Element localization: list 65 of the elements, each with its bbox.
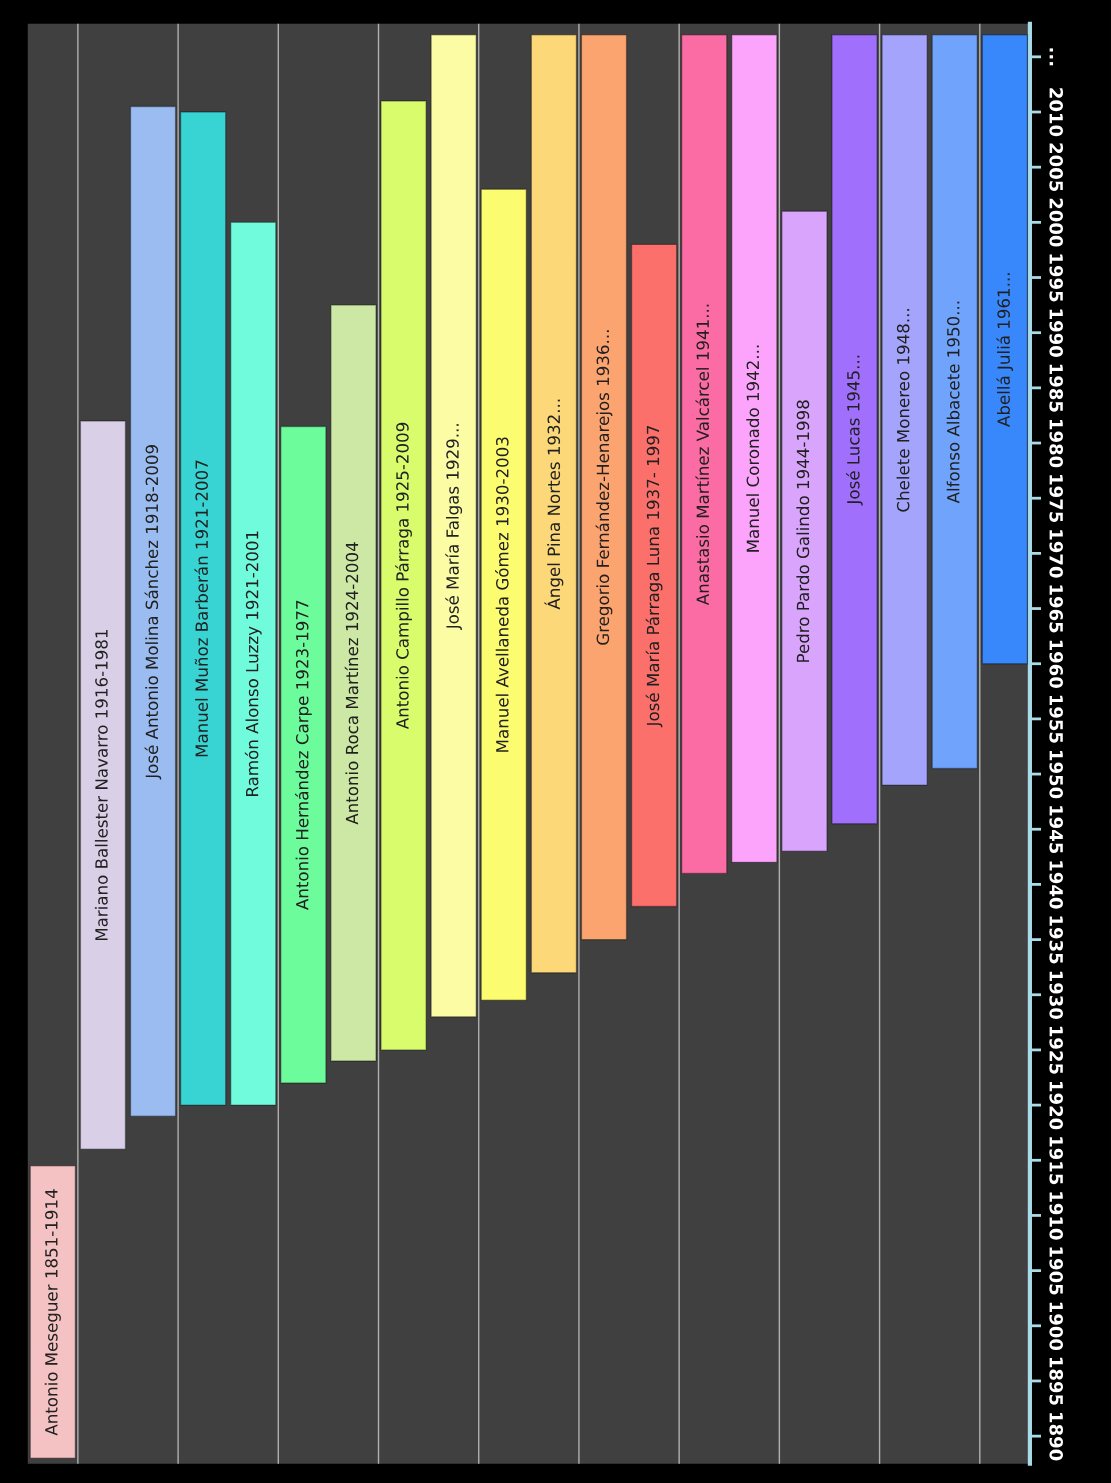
bar (530, 34, 578, 974)
bar (731, 34, 778, 864)
y-tick-label: 2010 (1049, 88, 1064, 137)
y-tick-label: 1960 (1049, 640, 1064, 688)
y-tick-label: 1995 (1049, 254, 1064, 302)
y-tick-label: 1965 (1049, 585, 1064, 633)
bar (781, 210, 828, 853)
y-tick-label: 1980 (1049, 419, 1064, 468)
x-tick-label: Antonio Hernández Carpe 1923-1977 (294, 600, 312, 910)
x-tick-label: Antonio Roca Martínez 1924-2004 (344, 542, 359, 825)
y-tick-label: 1970 (1049, 530, 1064, 578)
x-tick-label: Ángel Pina Nortes 1932... (544, 399, 564, 610)
y-tick-label: 1985 (1049, 364, 1064, 412)
y-tick-label: 1955 (1049, 695, 1064, 743)
x-tick-label: José Antonio Molina Sánchez 1918-2009 (144, 445, 162, 780)
y-tick-label: 1975 (1049, 475, 1064, 523)
x-tick-label: Manuel Muñoz Barberán 1921-2007 (194, 460, 208, 757)
bar (179, 111, 227, 1106)
bar (480, 188, 528, 1001)
x-tick-label: Ramón Alonso Luzzy 1921-2001 (244, 531, 262, 796)
y-tick-label: ... (1049, 48, 1054, 66)
x-tick-label: José María Párraga Luna 1937- 1997 (645, 425, 663, 728)
y-tick-label: 2005 (1049, 143, 1064, 192)
bar (881, 34, 928, 786)
bar (129, 105, 177, 1117)
bar (931, 34, 978, 770)
x-tick-label: Mariano Ballester Navarro 1916-1981 (94, 630, 108, 941)
x-tick-label: Anastasio Martínez Valcárcel 1941... (695, 304, 710, 606)
x-tick-label: José María Falgas 1929... (445, 424, 463, 631)
x-tick-label: Abellá Juliá 1961... (996, 273, 1014, 427)
y-tick-label: 1890 (1049, 1413, 1064, 1461)
y-tick-label: 1915 (1049, 1137, 1064, 1185)
y-tick-label: 1945 (1049, 806, 1064, 854)
bar (29, 1165, 77, 1459)
y-tick-label: 1905 (1049, 1247, 1064, 1295)
y-tick-label: 1925 (1049, 1026, 1064, 1074)
y-tick-label: 1940 (1049, 861, 1064, 909)
y-tick-label: 1935 (1049, 916, 1064, 964)
y-tick-label: 1990 (1049, 309, 1064, 357)
bar (580, 34, 628, 941)
y-tick-label: 2000 (1049, 198, 1064, 247)
bar (280, 425, 327, 1084)
bar (330, 304, 377, 1062)
y-tick-label: 1895 (1049, 1357, 1064, 1405)
x-tick-label: Antonio Meseguer 1851-1914 (44, 1189, 61, 1436)
y-tick-label: 1900 (1049, 1302, 1064, 1351)
x-tick-label: Manuel Avellaneda Gómez 1930-2003 (495, 437, 509, 752)
x-tick-label: Antonio Campillo Párraga 1925-2009 (395, 422, 412, 730)
x-tick-label: Manuel Coronado 1942... (746, 345, 760, 552)
x-tick-label: Gregorio Fernández-Henarejos 1936... (595, 330, 613, 645)
bar (430, 34, 477, 1018)
y-tick-label: 1930 (1049, 971, 1064, 1020)
y-tick-label: 1920 (1049, 1082, 1064, 1130)
bar (230, 221, 277, 1106)
x-tick-label: Pedro Pardo Galindo 1944-1998 (796, 400, 810, 662)
bar (630, 243, 678, 908)
x-tick-label: José Lucas 1945... (846, 355, 863, 506)
bar (680, 34, 728, 875)
y-tick-label: 1950 (1049, 750, 1064, 799)
bar (79, 420, 127, 1150)
x-tick-label: Chelete Monereo 1948... (896, 309, 910, 512)
y-tick-label: 1910 (1049, 1192, 1064, 1240)
bar (831, 34, 878, 825)
bar (380, 100, 427, 1051)
x-tick-label: Alfonso Albacete 1950... (946, 301, 960, 504)
